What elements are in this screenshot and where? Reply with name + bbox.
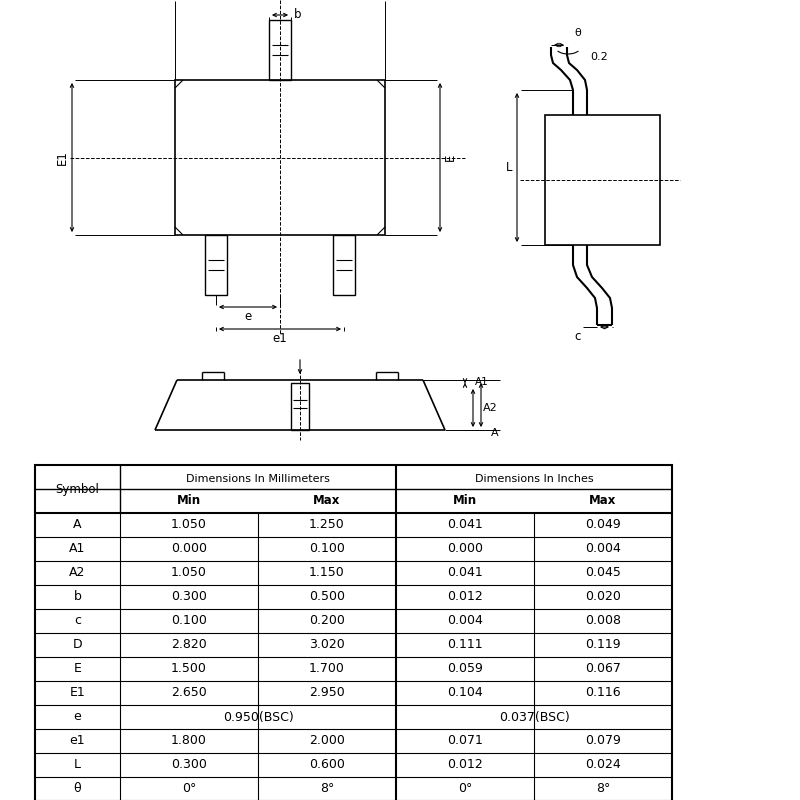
Text: 0.079: 0.079 [585, 734, 621, 747]
Text: E1: E1 [70, 686, 86, 699]
Text: Min: Min [453, 494, 477, 507]
Text: 0.111: 0.111 [447, 638, 483, 651]
Text: θ: θ [574, 28, 582, 38]
Text: 0.049: 0.049 [585, 518, 621, 531]
Text: Symbol: Symbol [55, 482, 99, 495]
Text: 0.2: 0.2 [590, 52, 608, 62]
Text: 8°: 8° [320, 782, 334, 795]
Text: Max: Max [314, 494, 341, 507]
Bar [291, 383, 309, 430]
Text: 1.700: 1.700 [309, 662, 345, 675]
Text: L: L [506, 161, 512, 174]
Text: e: e [74, 710, 82, 723]
Text: 0.059: 0.059 [447, 662, 483, 675]
Text: 2.820: 2.820 [171, 638, 207, 651]
Text: 0.300: 0.300 [171, 758, 207, 771]
Text: 0.000: 0.000 [447, 542, 483, 555]
Text: A1: A1 [475, 377, 489, 387]
Text: A1: A1 [70, 542, 86, 555]
Text: 0.012: 0.012 [447, 590, 483, 603]
Text: e1: e1 [273, 333, 287, 346]
Text: 1.250: 1.250 [309, 518, 345, 531]
Text: 0°: 0° [182, 782, 196, 795]
Text: E: E [74, 662, 82, 675]
Text: 1.800: 1.800 [171, 734, 207, 747]
Text: 0.600: 0.600 [309, 758, 345, 771]
Text: 0.200: 0.200 [309, 614, 345, 627]
Text: 0.100: 0.100 [309, 542, 345, 555]
Text: 3.020: 3.020 [309, 638, 345, 651]
Text: 8°: 8° [596, 782, 610, 795]
Text: A2: A2 [483, 403, 498, 413]
Text: A: A [491, 428, 498, 438]
Text: 0.100: 0.100 [171, 614, 207, 627]
Bar [333, 235, 355, 295]
Text: 2.000: 2.000 [309, 734, 345, 747]
Text: 2.650: 2.650 [171, 686, 207, 699]
Text: Max: Max [590, 494, 617, 507]
Text: A2: A2 [70, 566, 86, 579]
Text: 0.012: 0.012 [447, 758, 483, 771]
Text: 0.500: 0.500 [309, 590, 345, 603]
Text: 0.024: 0.024 [585, 758, 621, 771]
Text: L: L [74, 758, 81, 771]
Text: 1.150: 1.150 [309, 566, 345, 579]
Text: θ: θ [74, 782, 82, 795]
Text: E: E [443, 154, 457, 161]
Text: 0.300: 0.300 [171, 590, 207, 603]
Text: c: c [74, 614, 81, 627]
Text: b: b [74, 590, 82, 603]
Text: 1.050: 1.050 [171, 566, 207, 579]
Bar [35, 465, 672, 800]
Text: Min: Min [177, 494, 201, 507]
Bar [205, 235, 227, 295]
Text: 1.050: 1.050 [171, 518, 207, 531]
Text: 2.950: 2.950 [309, 686, 345, 699]
Bar [269, 20, 291, 80]
Text: 0.104: 0.104 [447, 686, 483, 699]
Text: 0.950(BSC): 0.950(BSC) [222, 710, 294, 723]
Text: e1: e1 [70, 734, 86, 747]
Text: b: b [294, 9, 302, 22]
Text: c: c [575, 330, 581, 343]
Text: 0.008: 0.008 [585, 614, 621, 627]
Text: 0°: 0° [458, 782, 472, 795]
Bar [175, 80, 385, 235]
Text: 0.119: 0.119 [585, 638, 621, 651]
Text: A: A [74, 518, 82, 531]
Text: 0.071: 0.071 [447, 734, 483, 747]
Text: D: D [73, 638, 82, 651]
Text: E1: E1 [55, 150, 69, 165]
Text: Dimensions In Inches: Dimensions In Inches [474, 474, 594, 484]
Text: 0.037(BSC): 0.037(BSC) [498, 710, 570, 723]
Text: Dimensions In Millimeters: Dimensions In Millimeters [186, 474, 330, 484]
Text: 0.000: 0.000 [171, 542, 207, 555]
Text: 0.045: 0.045 [585, 566, 621, 579]
Text: 0.020: 0.020 [585, 590, 621, 603]
Text: 0.067: 0.067 [585, 662, 621, 675]
Text: 0.116: 0.116 [585, 686, 621, 699]
Text: 0.004: 0.004 [585, 542, 621, 555]
Text: 0.041: 0.041 [447, 566, 483, 579]
Text: 1.500: 1.500 [171, 662, 207, 675]
Text: 0.041: 0.041 [447, 518, 483, 531]
Bar [545, 115, 660, 245]
Text: 0.004: 0.004 [447, 614, 483, 627]
Text: e: e [244, 310, 252, 323]
